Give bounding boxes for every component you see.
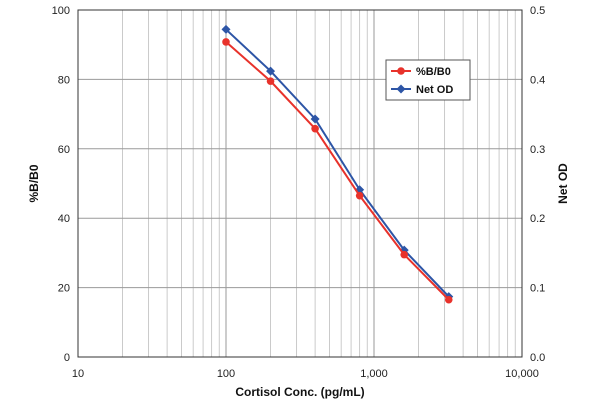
data-point--b-b0 — [266, 77, 275, 85]
legend-label: Net OD — [416, 84, 453, 96]
y-left-tick-label: 40 — [58, 213, 70, 225]
legend-marker — [396, 84, 406, 94]
y-right-tick-label: 0.1 — [530, 283, 545, 295]
series-line-net-od — [225, 28, 450, 298]
x-axis-label: Cortisol Conc. (pg/mL) — [235, 385, 364, 399]
y-right-tick-label: 0.4 — [530, 74, 545, 86]
y-right-tick-label: 0.2 — [530, 213, 545, 225]
data-point-net-od — [221, 24, 231, 34]
y-left-tick-label: 20 — [58, 283, 70, 295]
data-point--b-b0 — [444, 295, 453, 304]
x-tick-label: 100 — [217, 368, 235, 380]
data-point--b-b0 — [400, 250, 409, 259]
grid — [77, 9, 522, 358]
data-point--b-b0 — [355, 191, 364, 200]
data-point-net-od — [310, 114, 320, 124]
y-left-tick-label: 0 — [64, 352, 70, 364]
series — [221, 24, 454, 304]
y-axis-left-label: %B/B0 — [27, 164, 41, 202]
y-right-tick-label: 0.5 — [530, 5, 545, 17]
y-axis-right-label: Net OD — [556, 163, 570, 204]
data-point-net-od — [266, 66, 276, 76]
data-point--b-b0 — [311, 124, 319, 133]
tick-labels: 10 100 1,000 10,000 0 20 40 60 80 100 0.0 0.1 0.2 0.3… — [52, 5, 546, 380]
series-line--b-b0 — [225, 41, 450, 301]
y-left-tick-label: 60 — [58, 144, 70, 156]
legend-label: %B/B0 — [416, 66, 451, 78]
y-left-tick-label: 80 — [58, 74, 70, 86]
x-tick-label: 10 — [72, 368, 84, 380]
legend-marker — [397, 67, 405, 75]
y-right-tick-label: 0.3 — [530, 144, 545, 156]
x-tick-label: 10,000 — [505, 368, 539, 380]
legend-box — [385, 59, 471, 101]
plot-frame — [77, 9, 523, 358]
legend-items: %B/B0 Net OD — [391, 66, 453, 96]
legend: %B/B0 Net OD — [385, 59, 471, 101]
y-left-tick-label: 100 — [52, 5, 70, 17]
data-point--b-b0 — [222, 38, 230, 46]
y-right-tick-label: 0.0 — [530, 352, 545, 364]
x-tick-label: 1,000 — [360, 368, 388, 380]
